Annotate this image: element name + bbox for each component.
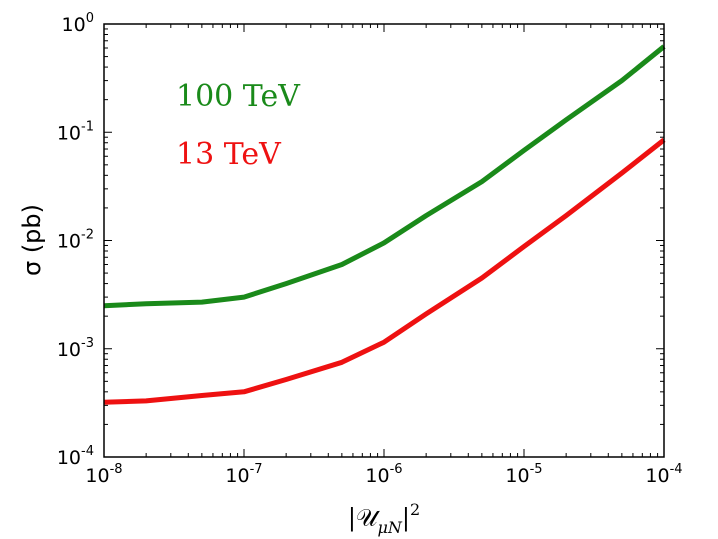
y-tick-labels: 10-4 10-3 10-2 10-1 100 — [57, 11, 94, 469]
plot-frame — [103, 23, 665, 458]
y-tick-label: 10-2 — [57, 228, 94, 253]
series-layer — [103, 44, 666, 405]
x-axis-label: |𝒰μN|2 — [348, 500, 420, 537]
y-tick-label: 10-1 — [57, 119, 94, 144]
legend-label-100tev: 100 TeV — [176, 79, 301, 114]
legend: 100 TeV 13 TeV — [176, 79, 301, 172]
y-tick-label: 10-4 — [57, 444, 94, 469]
x-tick-labels: 10-8 10-7 10-6 10-5 10-4 — [85, 462, 682, 487]
x-tick-label: 10-6 — [365, 462, 402, 487]
x-tick-label: 10-5 — [505, 462, 542, 487]
x-tick-label: 10-4 — [645, 462, 682, 487]
x-tick-label: 10-8 — [85, 462, 122, 487]
series-line-100tev — [103, 44, 666, 309]
legend-label-13tev: 13 TeV — [176, 137, 282, 172]
y-tick-label: 100 — [62, 11, 94, 36]
y-axis-label: σ (pb) — [18, 204, 46, 276]
series-line-13tev — [103, 137, 666, 405]
x-tick-label: 10-7 — [225, 462, 262, 487]
y-tick-label: 10-3 — [57, 336, 94, 361]
